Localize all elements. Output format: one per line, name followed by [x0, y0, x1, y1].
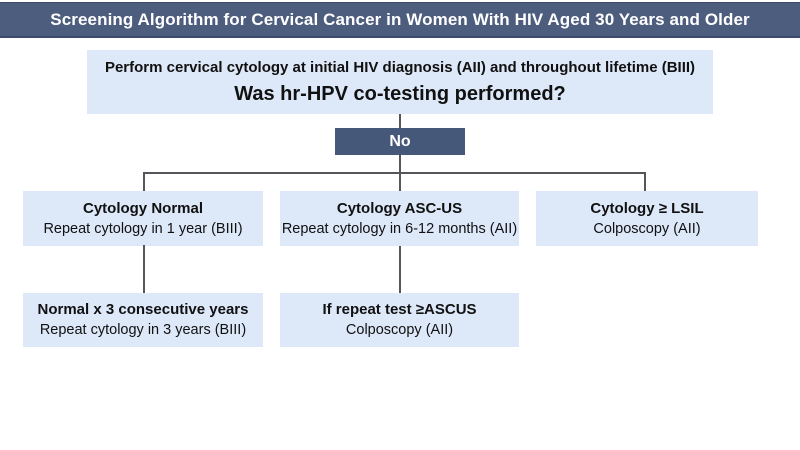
branch-subtitle: Repeat cytology in 6-12 months (AII)	[281, 220, 518, 237]
root-box-instruction: Perform cervical cytology at initial HIV…	[104, 58, 696, 76]
root-box-cytology-instruction: Perform cervical cytology at initial HIV…	[87, 50, 713, 114]
branch-title: Cytology Normal	[82, 199, 203, 217]
decision-no-label: No	[389, 132, 411, 150]
decision-no-box: No	[335, 128, 465, 155]
connector-branch-horizontal	[143, 172, 646, 174]
branch-box-cytology-lsil: Cytology ≥ LSIL Colposcopy (AII)	[536, 191, 758, 246]
followup-title: If repeat test ≥ASCUS	[322, 301, 477, 319]
connector-drop-branch3	[644, 172, 646, 191]
branch-title: Cytology ASC-US	[336, 199, 463, 217]
connector-branch2-to-followup2	[399, 245, 401, 293]
connector-branch1-to-followup1	[143, 245, 145, 293]
connector-drop-branch1	[143, 172, 145, 191]
root-box-question: Was hr-HPV co-testing performed?	[234, 82, 566, 105]
followup-subtitle: Colposcopy (AII)	[345, 322, 454, 339]
branch-box-cytology-normal: Cytology Normal Repeat cytology in 1 yea…	[23, 191, 263, 246]
branch-subtitle: Repeat cytology in 1 year (BIII)	[43, 220, 243, 237]
page-title: Screening Algorithm for Cervical Cancer …	[50, 9, 750, 29]
followup-box-normal-3-years: Normal x 3 consecutive years Repeat cyto…	[23, 293, 263, 347]
branch-title: Cytology ≥ LSIL	[590, 199, 704, 217]
branch-box-cytology-ascus: Cytology ASC-US Repeat cytology in 6-12 …	[280, 191, 519, 246]
branch-subtitle: Colposcopy (AII)	[593, 220, 701, 237]
title-bar: Screening Algorithm for Cervical Cancer …	[0, 2, 800, 38]
followup-box-repeat-ascus: If repeat test ≥ASCUS Colposcopy (AII)	[280, 293, 519, 347]
followup-subtitle: Repeat cytology in 3 years (BIII)	[39, 322, 247, 339]
followup-title: Normal x 3 consecutive years	[37, 301, 249, 319]
